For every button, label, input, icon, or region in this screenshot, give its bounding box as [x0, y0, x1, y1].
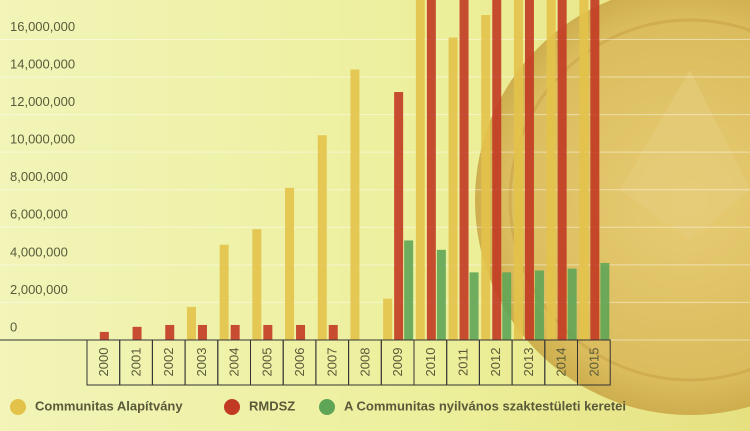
- bar: [186, 306, 196, 340]
- y-tick-label: 10,000,000: [10, 132, 75, 147]
- bar: [165, 324, 175, 340]
- x-tick-label: 2013: [521, 348, 536, 377]
- x-tick-label: 2005: [259, 348, 274, 377]
- y-tick-label: 8,000,000: [10, 169, 68, 184]
- bar: [394, 92, 404, 341]
- bar: [448, 37, 458, 340]
- bar: [197, 324, 207, 340]
- x-tick-label: 2009: [390, 348, 405, 377]
- bar: [546, 0, 556, 340]
- y-tick-label: 16,000,000: [10, 19, 75, 34]
- bar: [263, 324, 273, 340]
- bar: [513, 0, 523, 340]
- coin-ring: [508, 18, 750, 382]
- x-tick-label: 2008: [357, 348, 372, 377]
- legend-label: A Communitas nyilvános szaktestületi ker…: [344, 398, 626, 413]
- x-tick-label: 2011: [455, 348, 470, 376]
- bar: [557, 0, 567, 340]
- x-tick-label: 2004: [227, 348, 242, 377]
- bar: [328, 324, 338, 340]
- x-tick-label: 2014: [554, 348, 569, 377]
- bar: [524, 0, 534, 340]
- x-tick-label: 2006: [292, 348, 307, 377]
- bar: [459, 0, 469, 340]
- bar: [534, 270, 544, 340]
- legend-label: Communitas Alapítvány: [35, 398, 183, 413]
- bar: [579, 0, 589, 340]
- y-tick-label: 12,000,000: [10, 94, 75, 109]
- x-tick-label: 2015: [586, 348, 601, 377]
- bar: [296, 324, 306, 340]
- bar: [415, 0, 425, 340]
- bar: [469, 272, 479, 340]
- bar: [481, 15, 491, 341]
- legend-marker: [10, 399, 26, 415]
- bar: [492, 0, 502, 340]
- x-tick-label: 2000: [96, 348, 111, 377]
- bar: [383, 298, 393, 340]
- legend-label: RMDSZ: [249, 398, 295, 413]
- bar: [285, 187, 295, 340]
- x-tick-label: 2001: [128, 348, 143, 377]
- bar: [426, 0, 436, 340]
- bar: [317, 135, 327, 340]
- bar: [436, 249, 446, 340]
- x-tick-label: 2012: [488, 348, 503, 377]
- bar: [132, 326, 142, 340]
- bar: [230, 324, 240, 340]
- bar: [252, 229, 262, 340]
- bar: [502, 272, 512, 340]
- y-tick-label: 2,000,000: [10, 282, 68, 297]
- bar: [219, 244, 229, 340]
- coin-emblem: [620, 70, 750, 240]
- bar: [404, 240, 414, 340]
- x-tick-label: 2002: [161, 348, 176, 377]
- bar: [99, 331, 109, 340]
- legend-marker: [319, 399, 335, 415]
- x-tick-label: 2007: [325, 348, 340, 377]
- x-tick-label: 2010: [423, 348, 438, 377]
- y-tick-label: 14,000,000: [10, 56, 75, 71]
- y-tick-label: 6,000,000: [10, 207, 68, 222]
- legend-marker: [224, 399, 240, 415]
- bar: [590, 0, 600, 340]
- bar: [350, 69, 360, 341]
- x-tick-label: 2003: [194, 348, 209, 377]
- y-tick-label: 0: [10, 319, 17, 334]
- bar: [600, 262, 610, 340]
- y-tick-label: 4,000,000: [10, 244, 68, 259]
- bar: [567, 268, 577, 340]
